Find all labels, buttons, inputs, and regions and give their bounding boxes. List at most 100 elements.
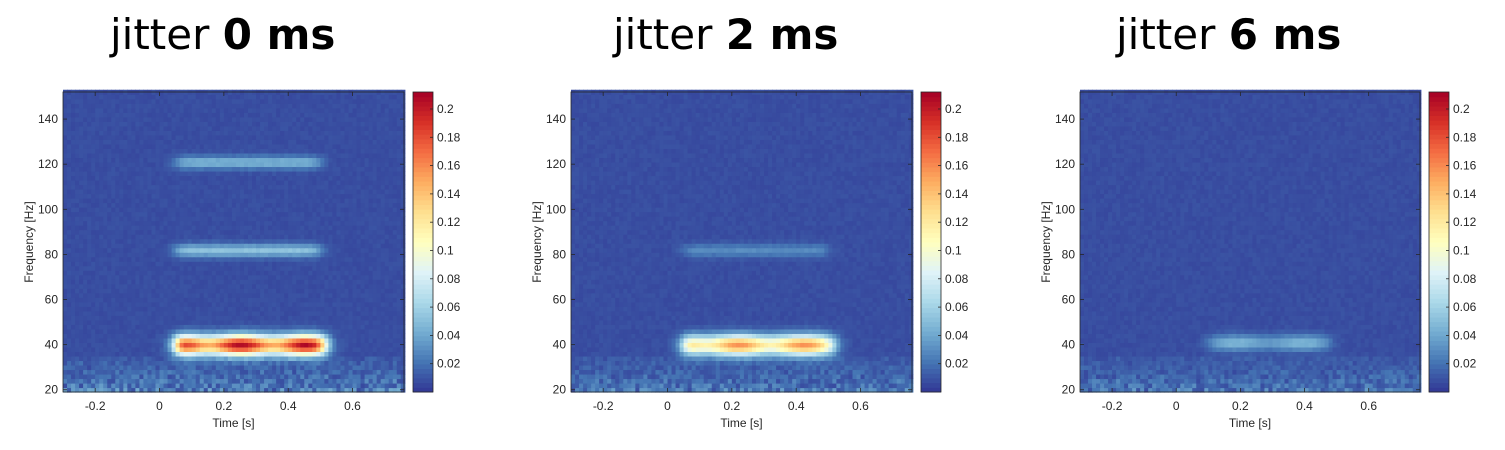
heatmap-cell	[179, 211, 185, 217]
heatmap-cell	[231, 328, 237, 334]
heatmap-cell	[191, 274, 197, 280]
heatmap-cell	[127, 297, 132, 303]
heatmap-cell	[376, 306, 382, 312]
heatmap-cell	[392, 319, 398, 325]
heatmap-cell	[219, 261, 225, 267]
heatmap-cell	[296, 355, 301, 362]
heatmap-cell	[239, 202, 245, 208]
heatmap-cell	[67, 274, 72, 280]
heatmap-cell	[247, 139, 253, 145]
heatmap-cell	[316, 283, 321, 289]
heatmap-cell	[360, 306, 366, 312]
heatmap-cell	[308, 247, 313, 253]
heatmap-cell	[324, 360, 329, 366]
heatmap-cell	[372, 202, 378, 208]
heatmap-cell	[392, 134, 398, 140]
heatmap-cell	[340, 247, 346, 253]
heatmap-cell	[223, 211, 229, 217]
heatmap-cell	[147, 243, 153, 249]
heatmap-cell	[308, 166, 313, 172]
heatmap-cell	[207, 261, 213, 267]
heatmap-cell	[388, 166, 394, 172]
heatmap-cell	[83, 369, 88, 375]
heatmap-cell	[235, 184, 241, 190]
heatmap-cell	[227, 387, 233, 393]
heatmap-cell	[384, 170, 390, 177]
heatmap-cell	[183, 188, 189, 195]
heatmap-cell	[352, 256, 358, 262]
heatmap-cell	[276, 130, 281, 136]
heatmap-cell	[272, 161, 277, 168]
heatmap-cell	[75, 125, 80, 131]
heatmap-cell	[187, 188, 193, 195]
heatmap-cell	[352, 328, 358, 334]
heatmap-cell	[247, 243, 253, 249]
title-prefix: jitter	[110, 10, 223, 59]
heatmap-cell	[292, 274, 297, 280]
heatmap-cell	[95, 238, 100, 244]
heatmap-cell	[268, 369, 273, 375]
heatmap-cell	[95, 261, 100, 267]
heatmap-cell	[368, 324, 374, 330]
heatmap-cell	[119, 256, 124, 262]
heatmap-cell	[103, 382, 108, 389]
heatmap-cell	[63, 148, 68, 154]
heatmap-cell	[159, 369, 165, 375]
heatmap-cell	[195, 161, 201, 168]
heatmap-cell	[167, 139, 173, 145]
heatmap-cell	[155, 243, 161, 249]
heatmap-cell	[296, 265, 301, 271]
heatmap-cell	[324, 247, 329, 253]
heatmap-cell	[336, 319, 342, 325]
heatmap-cell	[235, 139, 241, 145]
heatmap-cell	[119, 274, 124, 280]
heatmap-cell	[280, 382, 285, 389]
heatmap-cell	[380, 337, 386, 343]
heatmap-cell	[71, 234, 76, 240]
heatmap-cell	[215, 130, 221, 136]
heatmap-cell	[171, 319, 177, 325]
heatmap-cell	[264, 148, 269, 154]
heatmap-cell	[231, 369, 237, 375]
heatmap-cell	[115, 328, 120, 334]
heatmap-cell	[336, 378, 342, 384]
heatmap-cell	[296, 279, 301, 285]
heatmap-cell	[284, 382, 289, 389]
heatmap-cell	[207, 179, 213, 186]
heatmap-cell	[99, 337, 104, 343]
heatmap-cell	[288, 306, 293, 312]
heatmap-cell	[296, 252, 301, 258]
heatmap-cell	[199, 346, 205, 352]
heatmap-cell	[260, 220, 265, 226]
heatmap-cell	[340, 283, 346, 289]
heatmap-cell	[247, 247, 253, 253]
heatmap-cell	[276, 274, 281, 280]
heatmap-cell	[336, 297, 342, 303]
heatmap-cell	[159, 315, 165, 321]
heatmap-cell	[340, 328, 346, 334]
heatmap-cell	[308, 234, 313, 240]
heatmap-cell	[235, 324, 241, 330]
heatmap-cell	[332, 279, 338, 285]
heatmap-cell	[187, 247, 193, 253]
heatmap-cell	[187, 369, 193, 375]
heatmap-cell	[364, 364, 370, 371]
heatmap-cell	[260, 346, 265, 352]
heatmap-cell	[328, 161, 334, 168]
heatmap-cell	[243, 270, 249, 276]
heatmap-cell	[87, 310, 92, 316]
heatmap-cell	[312, 207, 317, 213]
heatmap-cell	[231, 193, 237, 199]
heatmap-cell	[268, 279, 273, 285]
heatmap-cell	[131, 243, 136, 249]
heatmap-cell	[268, 243, 273, 249]
heatmap-cell	[292, 148, 297, 154]
heatmap-cell	[215, 328, 221, 334]
heatmap-cell	[107, 148, 112, 154]
heatmap-cell	[151, 360, 157, 366]
heatmap-cell	[380, 382, 386, 389]
heatmap-cell	[187, 202, 193, 208]
heatmap-cell	[79, 265, 84, 271]
heatmap-cell	[292, 337, 297, 343]
heatmap-cell	[159, 387, 165, 393]
